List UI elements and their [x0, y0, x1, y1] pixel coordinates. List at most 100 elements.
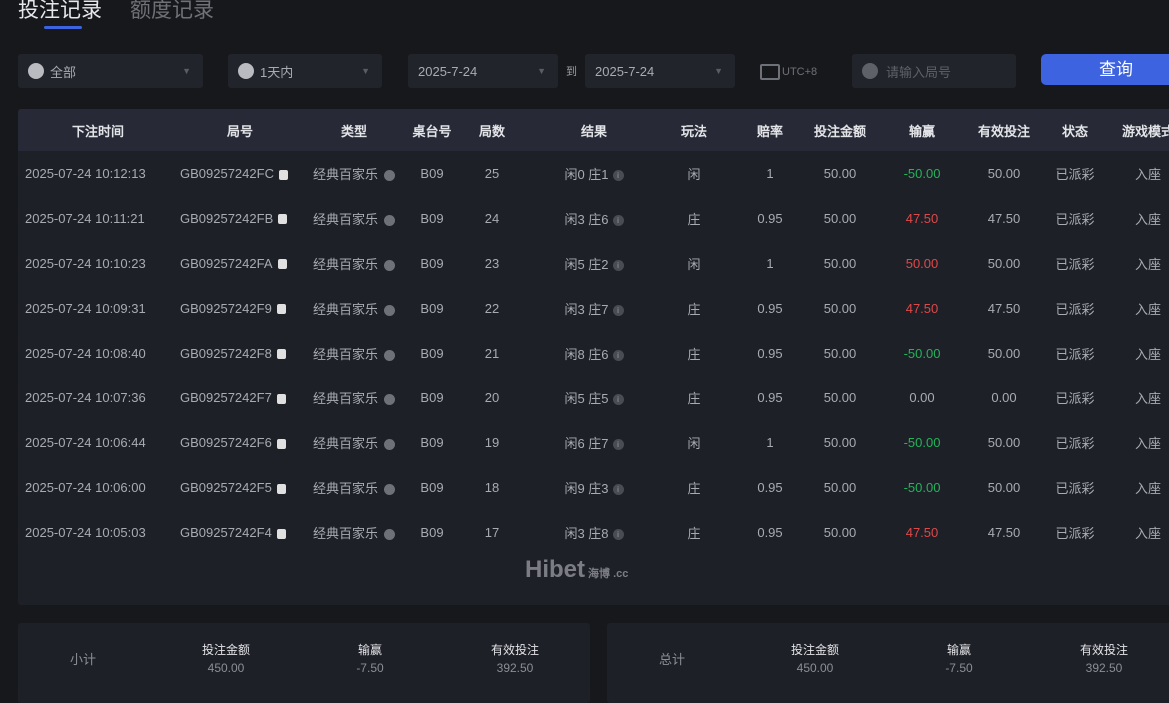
cell-text: 已派彩 [1055, 481, 1095, 497]
info-icon[interactable]: i [612, 529, 624, 541]
cell-text: 50.00 [823, 345, 857, 361]
cell-11: 已派彩 [1030, 299, 1120, 318]
copy-icon[interactable] [276, 438, 286, 449]
detail-icon[interactable] [384, 214, 395, 226]
info-icon[interactable]: i [612, 304, 624, 316]
info-icon[interactable]: i [612, 170, 624, 181]
cell-1: GB09257242F4 [178, 525, 302, 540]
detail-icon[interactable] [384, 439, 395, 451]
cell-text: 经典百家乐 [312, 436, 378, 452]
detail-icon[interactable] [384, 259, 395, 271]
cell-9: 47.50 [866, 301, 978, 316]
cell-text: B09 [420, 165, 444, 181]
detail-icon[interactable] [384, 484, 395, 496]
cell-text: 庄 [687, 346, 701, 362]
info-icon[interactable]: i [612, 349, 624, 361]
cell-2: 经典百家乐 [302, 254, 406, 273]
cell-11: 已派彩 [1030, 209, 1120, 228]
cell-text: 入座 [1134, 436, 1161, 452]
cell-7: 0.95 [726, 301, 814, 316]
column-header: 有效投注 [978, 123, 1031, 139]
category-select[interactable]: 全部 ▼ [18, 54, 203, 88]
cell-1: GB09257242F8 [178, 346, 302, 361]
dropdown-arrow-icon: ▼ [537, 66, 546, 76]
filter-bar: 全部 ▼ 1天内 ▼ 2025-7-24 ▼ 到 2025-7-24 ▼ UTC+8 请… [18, 54, 1169, 88]
date-from-select[interactable]: 2025-7-24 ▼ [408, 54, 558, 88]
cell-5: 闲3 庄8 i [526, 523, 662, 542]
cell-11: 已派彩 [1030, 523, 1120, 542]
column-header: 投注金额 [814, 123, 867, 139]
cell-text: 0.95 [757, 345, 783, 361]
cell-text: 经典百家乐 [312, 211, 378, 227]
copy-icon[interactable] [276, 528, 286, 539]
cell-4: 20 [458, 390, 526, 405]
info-icon[interactable]: i [612, 484, 624, 496]
total-panel: 总计 投注金额 450.00 输赢 -7.50 有效投注 392.50 [607, 623, 1169, 703]
tab-credit-records[interactable]: 额度记录 [130, 0, 214, 22]
copy-icon[interactable] [278, 214, 288, 225]
cell-6: 庄 [662, 209, 726, 228]
cell-text: 20 [484, 390, 500, 406]
cell-text: 2025-07-24 10:10:23 [25, 255, 146, 271]
cell-2: 经典百家乐 [302, 299, 406, 318]
total-valid-label: 有效投注 [1079, 643, 1128, 657]
query-button[interactable]: 查询 [1041, 54, 1169, 85]
copy-icon[interactable] [278, 169, 288, 180]
to-label: 到 [566, 66, 577, 78]
cell-0: 2025-07-24 10:05:03 [18, 525, 178, 540]
copy-icon[interactable] [276, 304, 286, 315]
info-icon[interactable]: i [612, 439, 624, 451]
cell-4: 25 [458, 166, 526, 181]
copy-icon[interactable] [277, 259, 287, 270]
subtotal-win-label: 输赢 [357, 643, 382, 657]
cell-text: B09 [420, 390, 444, 406]
cell-text: 50.00 [823, 435, 857, 451]
table-row: 2025-07-24 10:09:31 GB09257242F9 经典百家乐 B09 2… [18, 286, 1169, 331]
date-to-select[interactable]: 2025-7-24 ▼ [585, 54, 735, 88]
detail-icon[interactable] [384, 170, 395, 181]
subtotal-valid: 392.50 [496, 661, 534, 675]
copy-icon[interactable] [276, 349, 286, 360]
detail-icon[interactable] [384, 304, 395, 316]
cell-0: 2025-07-24 10:06:00 [18, 480, 178, 495]
copy-icon[interactable] [276, 483, 286, 494]
cell-text: 47.50 [905, 210, 939, 226]
copy-icon[interactable] [276, 393, 286, 404]
cell-5: 闲5 庄5 i [526, 388, 662, 407]
cell-4: 19 [458, 435, 526, 450]
cell-10: 50.00 [978, 256, 1030, 271]
cell-11: 已派彩 [1030, 478, 1120, 497]
cell-3: B09 [406, 390, 458, 405]
cell-text: 闲3 庄7 [564, 301, 609, 317]
timezone-label: UTC+8 [782, 66, 818, 78]
cell-9: -50.00 [866, 480, 978, 495]
table-body: 2025-07-24 10:12:13 GB09257242FC 经典百家乐 B09 2… [18, 151, 1169, 555]
round-search-input[interactable]: 请输入局号 [852, 54, 1016, 88]
cell-4: 21 [458, 346, 526, 361]
period-select[interactable]: 1天内 ▼ [228, 54, 382, 88]
detail-icon[interactable] [384, 394, 395, 406]
cell-text: 2025-07-24 10:05:03 [25, 525, 146, 541]
dropdown-arrow-icon: ▼ [714, 66, 723, 76]
cell-text: 0.95 [757, 390, 783, 406]
cell-10: 50.00 [978, 480, 1030, 495]
cell-12: 入座 [1120, 209, 1169, 228]
cell-text: 入座 [1134, 166, 1161, 182]
cell-text: 0.95 [757, 525, 783, 541]
cell-text: 1 [766, 165, 774, 181]
cell-9: 0.00 [866, 390, 978, 405]
detail-icon[interactable] [384, 529, 395, 541]
cell-text: 庄 [687, 301, 701, 317]
cell-text: 入座 [1134, 256, 1161, 272]
info-icon[interactable]: i [612, 259, 624, 271]
cell-text: 47.50 [987, 300, 1021, 316]
tab-bet-records[interactable]: 投注记录 [18, 0, 102, 30]
cell-7: 1 [726, 256, 814, 271]
cell-text: 2025-07-24 10:07:36 [25, 390, 146, 406]
cell-text: B09 [420, 300, 444, 316]
detail-icon[interactable] [384, 349, 395, 361]
cell-text: 已派彩 [1055, 256, 1095, 272]
info-icon[interactable]: i [612, 394, 624, 406]
cell-text: 入座 [1134, 526, 1161, 542]
info-icon[interactable]: i [612, 214, 624, 226]
